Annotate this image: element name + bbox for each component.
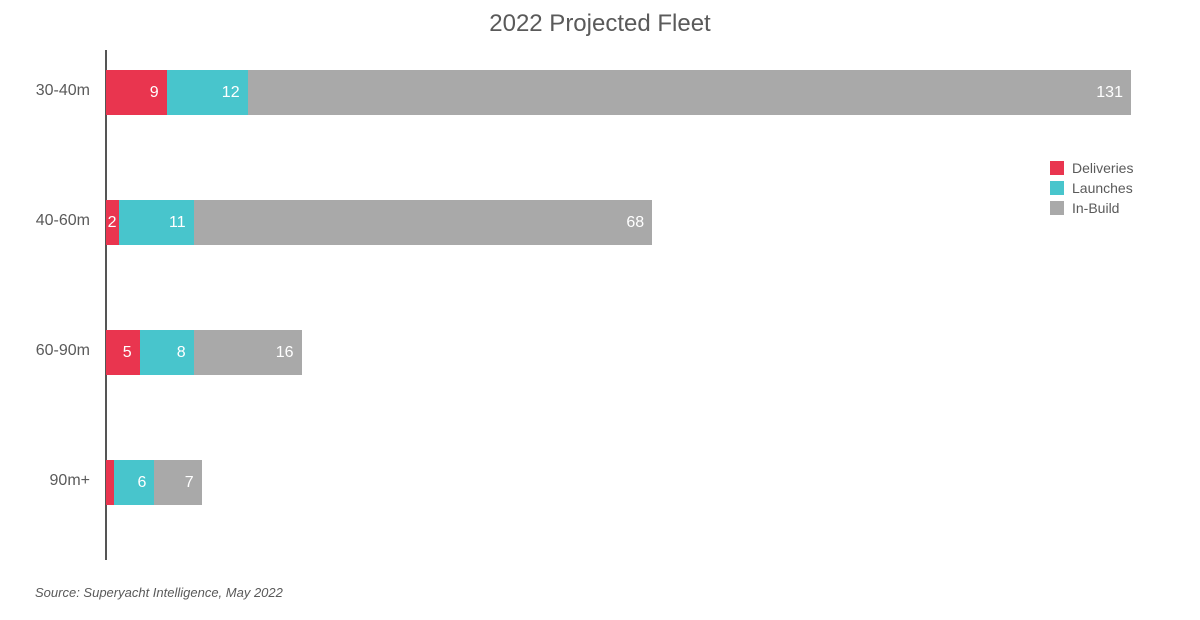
bar-row: 5 8 16 bbox=[106, 330, 302, 375]
legend-swatch bbox=[1050, 181, 1064, 195]
bar-segment-inbuild: 68 bbox=[194, 200, 653, 245]
bar-segment-launches: 12 bbox=[167, 70, 248, 115]
bar-value-label: 12 bbox=[222, 84, 240, 102]
bar-segment-launches: 6 bbox=[114, 460, 154, 505]
bar-segment-deliveries: 2 bbox=[106, 200, 119, 245]
bar-row: 67 bbox=[106, 460, 202, 505]
category-label: 90m+ bbox=[50, 472, 90, 490]
bar-segment-inbuild: 16 bbox=[194, 330, 302, 375]
bar-row: 9 12 131 bbox=[106, 70, 1131, 115]
chart-title: 2022 Projected Fleet bbox=[0, 0, 1200, 38]
legend-item-launches: Launches bbox=[1050, 180, 1133, 196]
bar-row: 2 11 68 bbox=[106, 200, 652, 245]
bar-value-label: 5 bbox=[123, 344, 132, 362]
bar-segment-inbuild: 7 bbox=[154, 460, 201, 505]
category-label: 40-60m bbox=[36, 212, 90, 230]
bar-value-label: 7 bbox=[185, 474, 194, 492]
legend-item-inbuild: In-Build bbox=[1050, 200, 1133, 216]
legend-label: In-Build bbox=[1072, 200, 1119, 216]
bar-value-label: 16 bbox=[276, 344, 294, 362]
bar-segment-deliveries bbox=[106, 460, 114, 505]
bar-segment-deliveries: 5 bbox=[106, 330, 140, 375]
bar-segment-launches: 8 bbox=[140, 330, 194, 375]
legend-swatch bbox=[1050, 201, 1064, 215]
legend-item-deliveries: Deliveries bbox=[1050, 160, 1133, 176]
bar-value-label: 9 bbox=[150, 84, 159, 102]
legend-swatch bbox=[1050, 161, 1064, 175]
source-note: Source: Superyacht Intelligence, May 202… bbox=[35, 585, 283, 600]
bar-value-label: 11 bbox=[169, 214, 186, 232]
bar-segment-inbuild: 131 bbox=[248, 70, 1131, 115]
bar-value-label: 8 bbox=[177, 344, 186, 362]
bar-segment-launches: 11 bbox=[119, 200, 193, 245]
chart-container: 2022 Projected Fleet 91213121168581667 D… bbox=[0, 0, 1200, 620]
legend-label: Launches bbox=[1072, 180, 1133, 196]
bar-segment-deliveries: 9 bbox=[106, 70, 167, 115]
bar-value-label: 131 bbox=[1096, 84, 1123, 102]
legend-label: Deliveries bbox=[1072, 160, 1133, 176]
category-label: 60-90m bbox=[36, 342, 90, 360]
bar-value-label: 2 bbox=[108, 214, 117, 232]
category-label: 30-40m bbox=[36, 82, 90, 100]
bar-value-label: 6 bbox=[138, 474, 147, 492]
plot-area: 91213121168581667 bbox=[105, 50, 1130, 560]
legend: Deliveries Launches In-Build bbox=[1050, 160, 1133, 220]
bar-value-label: 68 bbox=[626, 214, 644, 232]
